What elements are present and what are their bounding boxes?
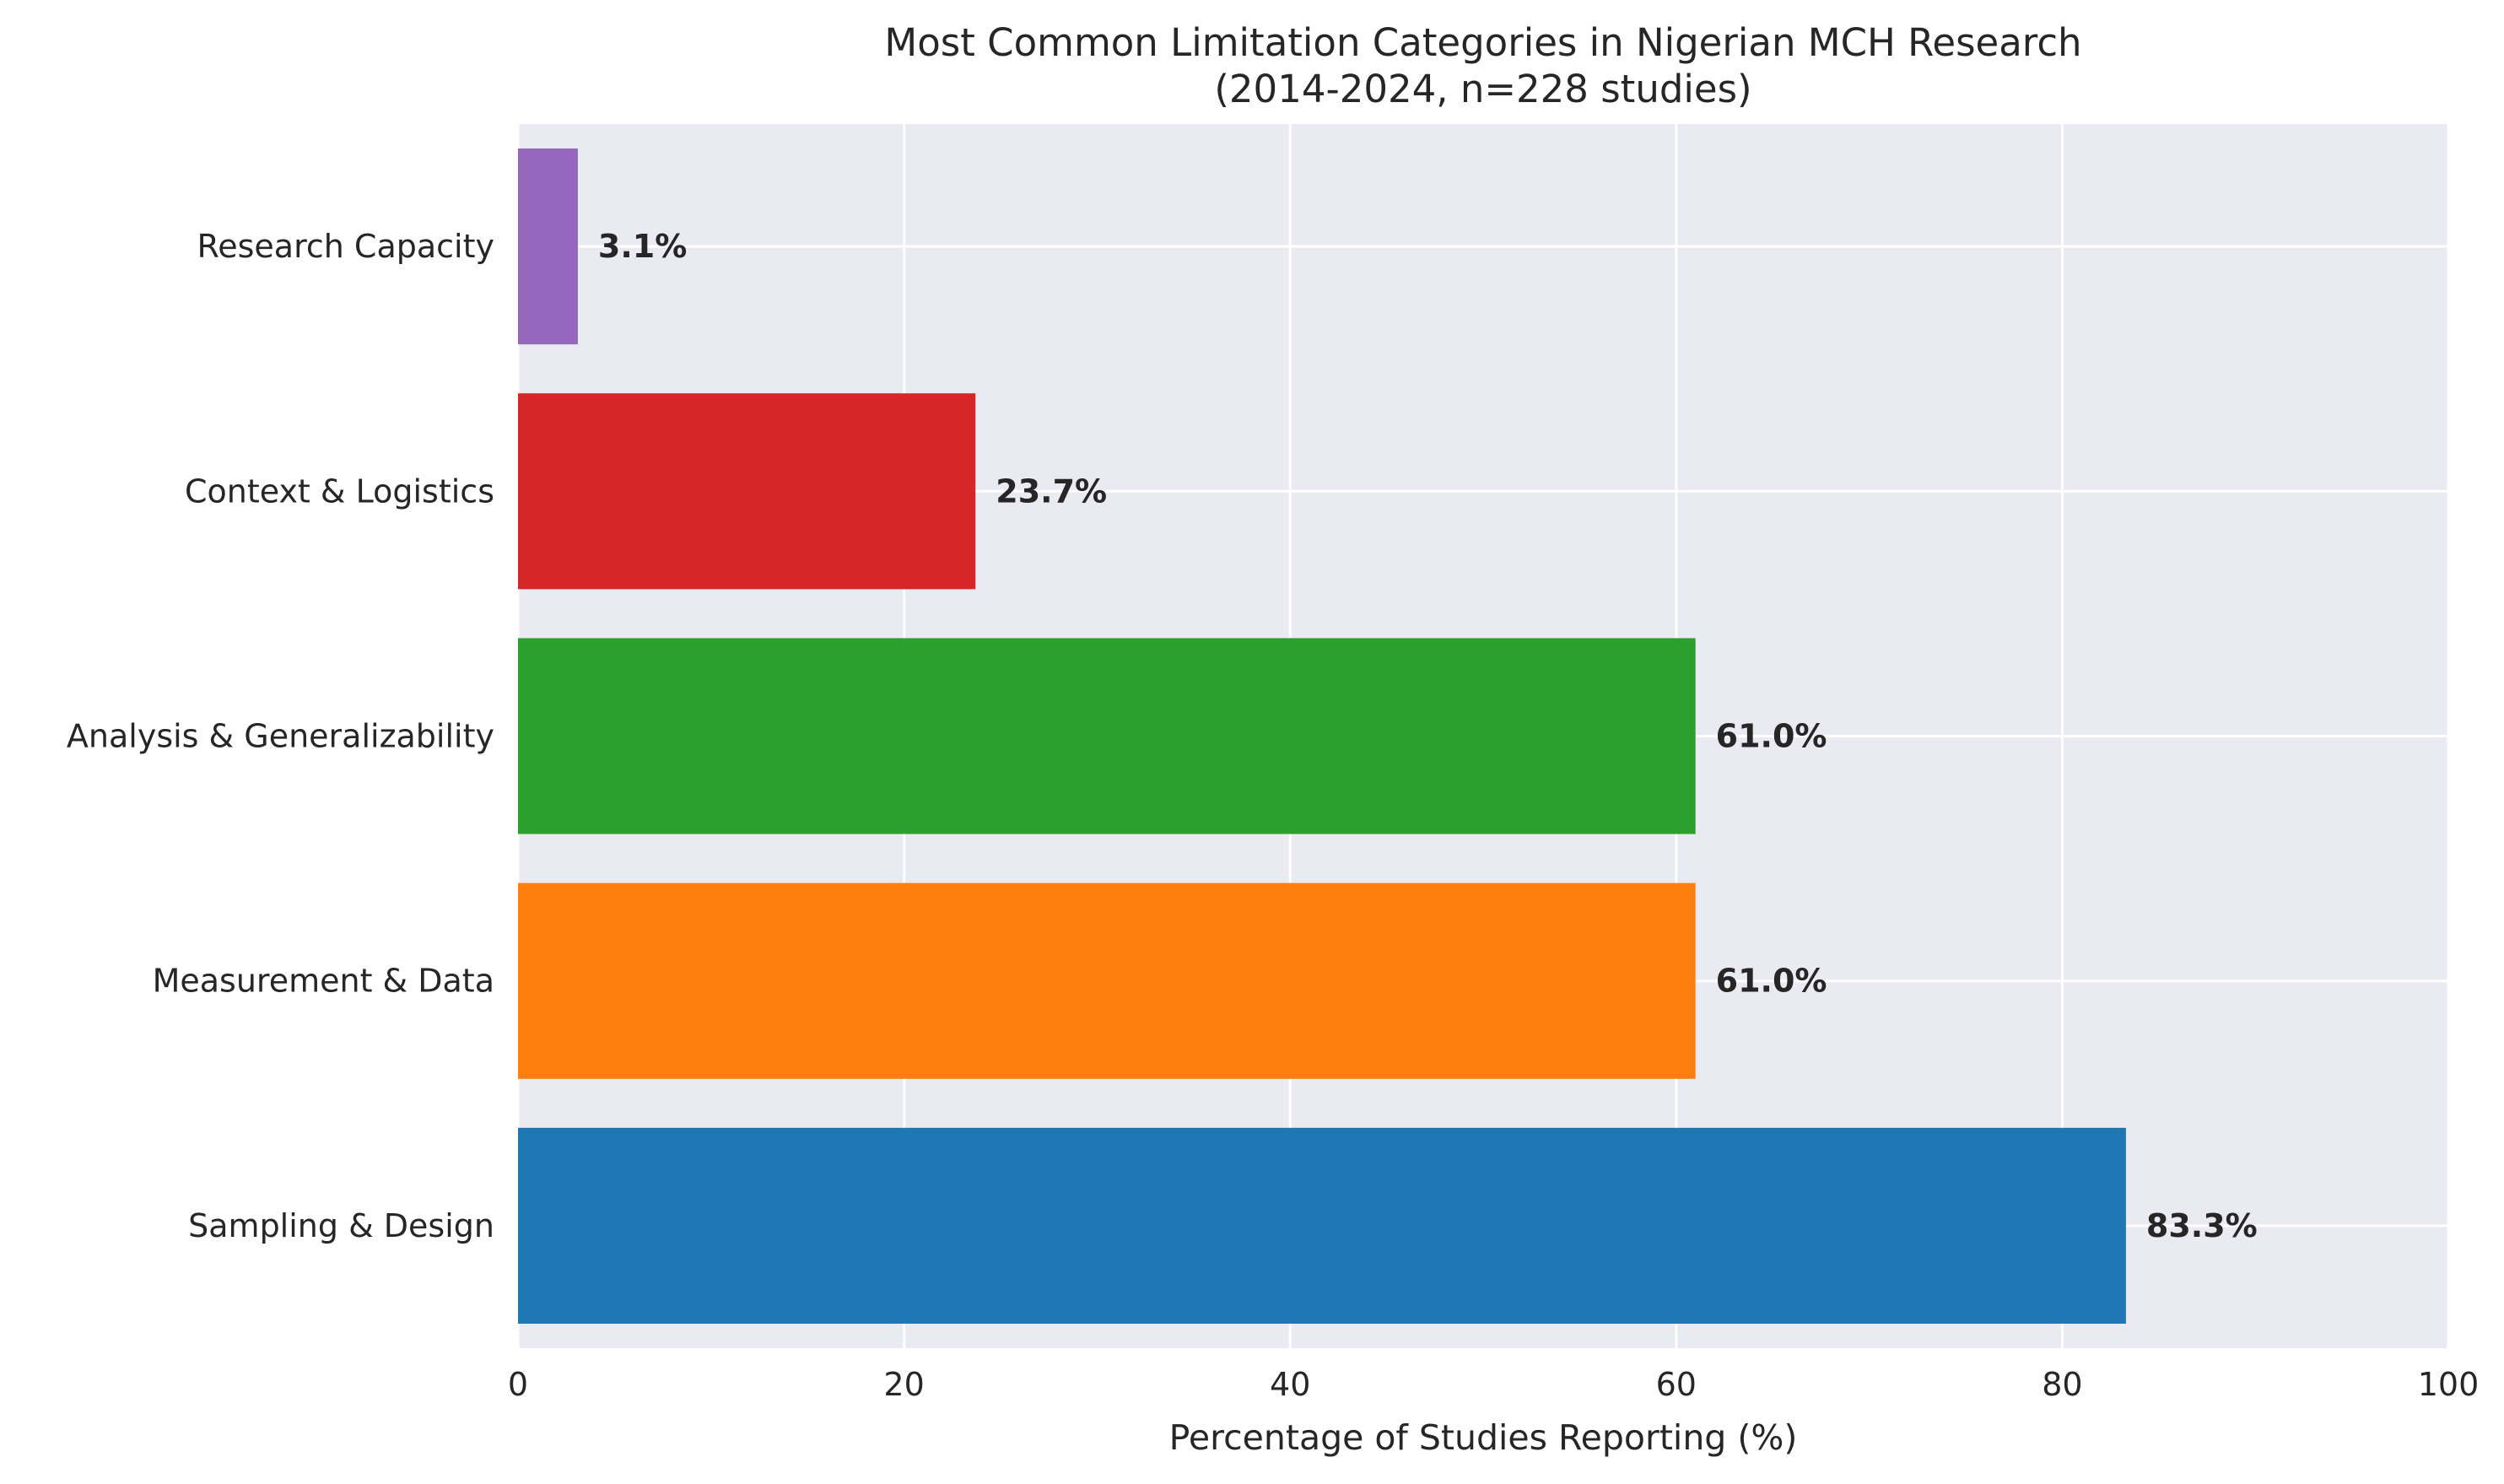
bar-analysis-generalizability xyxy=(518,638,1696,834)
bar-measurement-data xyxy=(518,882,1696,1079)
bar-context-logistics xyxy=(518,393,976,590)
bar-value-label: 3.1% xyxy=(598,228,687,265)
y-tick-label: Sampling & Design xyxy=(188,1207,494,1244)
y-tick-label: Measurement & Data xyxy=(153,963,494,1000)
x-axis-ticks: 0 20 40 60 80 100 xyxy=(508,1366,2479,1403)
x-tick-label: 20 xyxy=(883,1366,924,1403)
y-tick-label: Research Capacity xyxy=(197,228,494,265)
bars xyxy=(518,148,2126,1324)
bar-value-label: 61.0% xyxy=(1716,963,1827,1000)
bar-research-capacity xyxy=(518,148,578,345)
chart-title: Most Common Limitation Categories in Nig… xyxy=(884,20,2081,65)
chart-subtitle: (2014-2024, n=228 studies) xyxy=(1214,67,1751,111)
bar-value-label: 83.3% xyxy=(2146,1207,2258,1244)
x-tick-label: 0 xyxy=(508,1366,528,1403)
y-axis-ticks: Sampling & Design Measurement & Data Analy… xyxy=(67,228,494,1244)
bar-sampling-design xyxy=(518,1127,2126,1324)
x-tick-label: 40 xyxy=(1270,1366,1310,1403)
x-tick-label: 60 xyxy=(1656,1366,1697,1403)
bar-value-label: 23.7% xyxy=(996,472,1107,510)
value-labels: 83.3% 61.0% 61.0% 23.7% 3.1% xyxy=(598,228,2258,1244)
y-tick-label: Analysis & Generalizability xyxy=(67,718,494,755)
bar-value-label: 61.0% xyxy=(1716,718,1827,755)
x-tick-label: 80 xyxy=(2042,1366,2082,1403)
y-tick-label: Context & Logistics xyxy=(185,472,494,510)
x-tick-label: 100 xyxy=(2418,1366,2480,1403)
x-axis-label: Percentage of Studies Reporting (%) xyxy=(1169,1417,1798,1458)
